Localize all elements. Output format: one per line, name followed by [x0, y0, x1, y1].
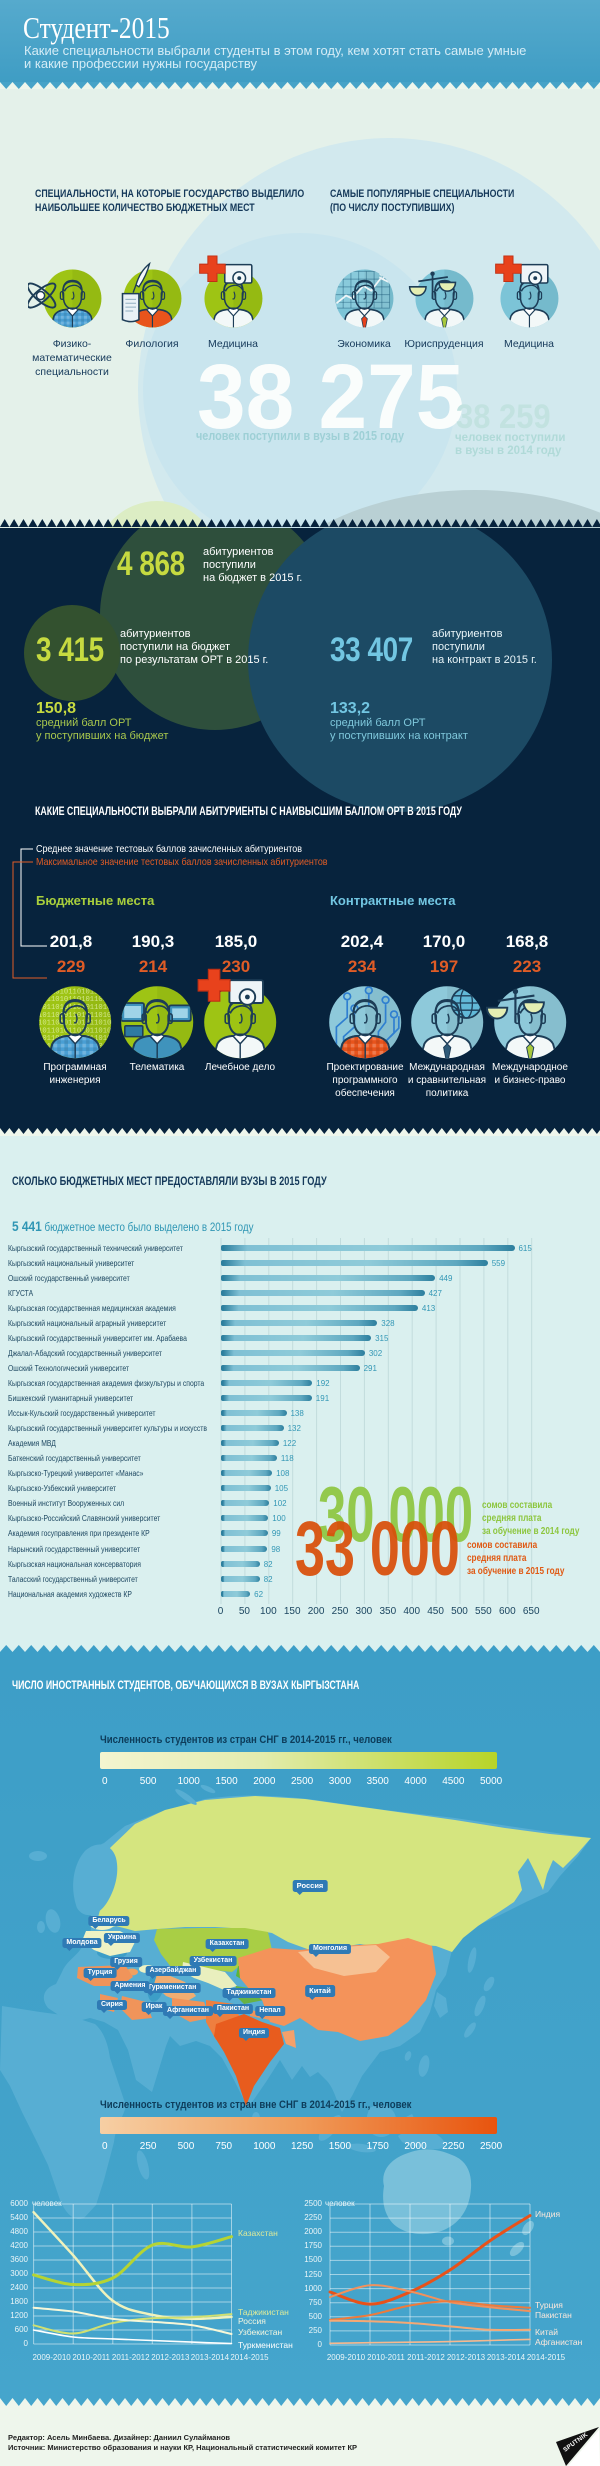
svg-text:10110101101011010: 10110101101011010: [38, 1027, 111, 1035]
svg-text:10110101101011010: 10110101101011010: [38, 1012, 111, 1020]
svg-text:10110101101011010: 10110101101011010: [38, 1004, 111, 1012]
svg-text:10110101101011010: 10110101101011010: [38, 1019, 111, 1027]
svg-text:$: $: [378, 270, 384, 282]
svg-text:10110101101011010: 10110101101011010: [38, 988, 111, 996]
